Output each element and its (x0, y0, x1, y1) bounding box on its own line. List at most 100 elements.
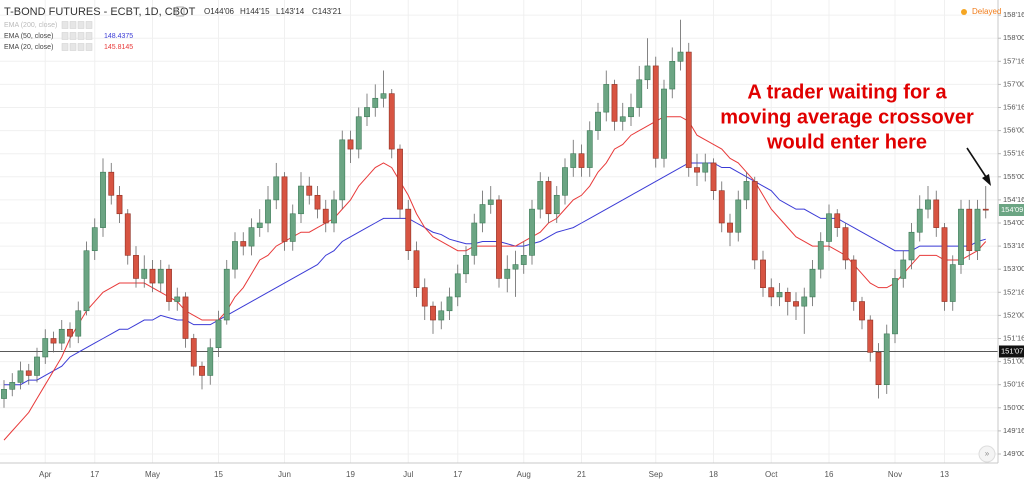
indicator-icon (85, 43, 93, 51)
x-tick-label: Nov (888, 470, 902, 479)
x-tick-label: May (145, 470, 160, 479)
candle-body (182, 296, 189, 339)
y-tick-label: 154'00 (1003, 218, 1024, 227)
status-label: Delayed (972, 7, 1001, 16)
candle-body (355, 116, 362, 150)
candle-body (421, 287, 428, 307)
scroll-button[interactable] (978, 445, 996, 463)
candle-body (859, 301, 865, 321)
indicator-icon (77, 21, 85, 29)
horizontal-line-tag (999, 345, 1024, 358)
y-tick-label: 158'16 (1003, 10, 1024, 19)
candle-body (842, 227, 849, 261)
candle-body (958, 208, 964, 265)
candle-body (685, 51, 692, 168)
indicator-icon (69, 21, 77, 29)
candle-body (834, 213, 841, 228)
candle-body (83, 250, 90, 312)
candle-body (42, 338, 49, 358)
candle-body (875, 352, 882, 385)
candle-body (75, 310, 82, 337)
candle-body (925, 199, 931, 210)
candle-body (166, 268, 172, 302)
x-tick-label: Aug (517, 470, 531, 479)
candle-body (331, 199, 337, 224)
last-price-tag (999, 204, 1024, 217)
candle-body (784, 291, 791, 302)
candle-body (916, 208, 923, 233)
candle-body (314, 194, 321, 210)
x-tick-label: 18 (709, 470, 718, 479)
annotation-line: moving average crossover (720, 106, 974, 128)
candle-body (677, 51, 684, 62)
candle-body (446, 296, 453, 312)
candle-body (50, 338, 57, 344)
y-tick-label: 153'16 (1003, 241, 1024, 250)
annotation-line: would enter here (766, 131, 927, 153)
candle-body (504, 268, 511, 279)
indicator-icon (85, 32, 93, 40)
candle-body (496, 199, 502, 279)
candle-body (58, 328, 65, 344)
y-tick-label: 151'16 (1003, 333, 1024, 342)
indicator-label: EMA (20, close) (4, 44, 53, 51)
indicator-icon (69, 32, 77, 40)
candle-body (430, 305, 436, 321)
candle-body (388, 93, 395, 150)
annotation-arrow (966, 147, 989, 181)
candle-body (652, 65, 659, 159)
y-tick-label: 155'16 (1003, 149, 1024, 158)
candle-body (529, 208, 535, 256)
symbol-title: T-BOND FUTURES - ECBT, 1D, CBOT (4, 6, 196, 18)
indicator-icon (61, 43, 69, 51)
header-ohlc: H144'15 (240, 7, 270, 16)
candles (1, 19, 989, 408)
candle-body (471, 222, 478, 256)
indicator-icon (85, 21, 93, 29)
candle-body (157, 268, 164, 284)
candle-body (223, 268, 230, 321)
candle-body (570, 153, 577, 168)
y-tick-label: 153'00 (1003, 264, 1024, 273)
candle-body (578, 153, 585, 168)
candle-body (1, 389, 7, 399)
y-tick-label: 149'16 (1003, 426, 1024, 435)
candle-body (776, 291, 783, 298)
legend-header: T-BOND FUTURES - ECBT, 1D, CBOT O144'06 H… (4, 6, 1001, 51)
candle-body (603, 84, 610, 113)
candle-body (520, 255, 527, 265)
candle-body (974, 208, 981, 252)
candle-body (611, 84, 618, 122)
x-tick-label: 21 (577, 470, 586, 479)
candle-body (438, 310, 445, 321)
y-tick-label: 150'00 (1003, 403, 1024, 412)
candle-body (595, 111, 601, 131)
candle-body (67, 328, 73, 337)
x-tick-label: 19 (346, 470, 355, 479)
x-tick-label: Jun (278, 470, 291, 479)
candle-body (364, 107, 370, 118)
candle-body (479, 204, 486, 224)
scroll-icon[interactable]: » (985, 449, 990, 458)
candle-body (867, 319, 874, 353)
candle-body (372, 97, 379, 108)
settings-icon[interactable] (175, 6, 185, 17)
candle-body (215, 319, 222, 349)
candle-body (124, 213, 131, 256)
indicator-label: EMA (200, close) (4, 22, 57, 29)
candle-body (306, 185, 313, 196)
candle-body (273, 176, 280, 201)
candle-body (248, 227, 255, 247)
status-dot (961, 9, 967, 15)
x-tick-label: Jul (403, 470, 413, 479)
indicator-icon (69, 43, 77, 51)
candle-body (850, 259, 857, 302)
candle-body (817, 241, 824, 270)
y-tick-label: 157'16 (1003, 56, 1024, 65)
annotation-arrowhead (982, 174, 991, 186)
candle-body (537, 181, 544, 210)
candle-body (256, 222, 263, 228)
x-tick-label: 13 (940, 470, 949, 479)
